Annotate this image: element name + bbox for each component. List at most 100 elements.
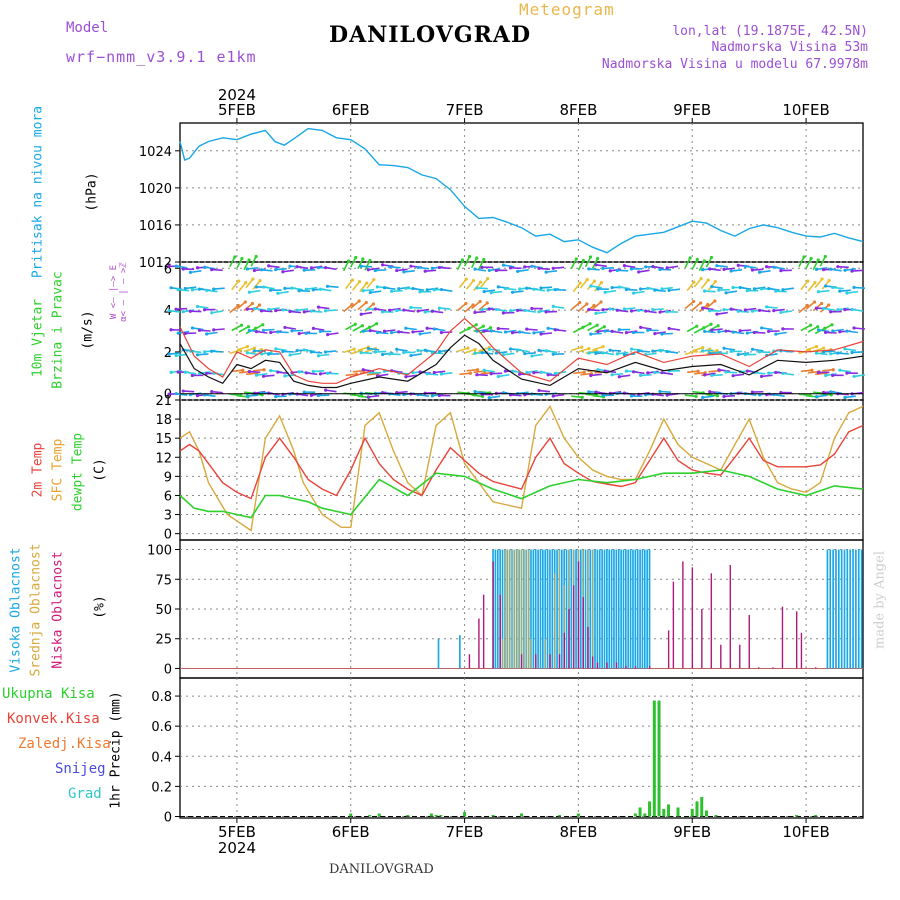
wind-arrowhead xyxy=(366,307,370,311)
low-cloud-bar xyxy=(499,594,501,669)
wind-arrow xyxy=(706,349,718,355)
wind-arrowhead xyxy=(482,289,486,294)
wind-arrowhead xyxy=(267,264,271,268)
wind-arrow xyxy=(591,258,599,269)
wind-arrow xyxy=(645,310,657,314)
wind-arrow xyxy=(626,330,638,334)
wind-arrow xyxy=(590,285,602,289)
wind-arrowhead xyxy=(757,308,762,312)
wind-arrowhead xyxy=(781,327,785,331)
wind-arrow xyxy=(396,390,408,394)
wind-arrow xyxy=(740,329,752,332)
wind-arrowhead xyxy=(365,281,369,285)
wind-arrowhead xyxy=(402,350,406,355)
wind-arrow xyxy=(478,302,488,311)
wind-arrowhead xyxy=(694,394,698,398)
wind-arrowhead xyxy=(850,350,854,355)
wind-arrow xyxy=(708,369,720,373)
xtick-label-top: 8FEB xyxy=(559,101,597,119)
wind-arrowhead xyxy=(821,268,826,272)
wind-arrow xyxy=(693,278,702,288)
wind-arrowhead xyxy=(836,351,840,355)
wind-arrowhead xyxy=(503,330,508,334)
ytick-label-temperature: 9 xyxy=(164,470,172,485)
wind-arrowhead xyxy=(197,287,202,291)
wind-arrow xyxy=(366,279,375,289)
wind-arrowhead xyxy=(489,291,493,295)
low-cloud-bar xyxy=(596,662,599,669)
precip-bar xyxy=(434,814,438,817)
precip-bar xyxy=(368,814,372,817)
wind-arrow xyxy=(752,348,764,352)
wind-arrow xyxy=(700,323,712,331)
wind-arrow xyxy=(249,370,261,374)
wind-arrowhead xyxy=(288,264,292,268)
wind-arrowhead xyxy=(245,351,249,355)
wind-arrow xyxy=(800,280,809,291)
wind-arrow xyxy=(588,268,600,271)
wind-arrow xyxy=(384,286,396,290)
wind-arrow xyxy=(773,308,785,312)
wind-arrowhead xyxy=(475,373,479,377)
wind-arrowhead xyxy=(416,265,420,270)
wind-arrow xyxy=(684,300,695,310)
wind-arrowhead xyxy=(539,332,543,336)
high-cloud-bar xyxy=(565,549,568,669)
wind-arrowhead xyxy=(646,328,650,332)
wind-arrow xyxy=(277,290,289,295)
wind-arrow xyxy=(619,374,631,378)
wind-arrow xyxy=(291,287,304,291)
wind-arrowhead xyxy=(176,288,180,292)
wind-arrowhead xyxy=(473,351,477,355)
wind-arrowhead xyxy=(551,352,555,356)
wind-arrowhead xyxy=(831,373,835,377)
wind-arrowhead xyxy=(418,332,422,336)
wind-arrowhead xyxy=(781,371,785,375)
wind-arrowhead xyxy=(402,308,406,312)
wind-arrow xyxy=(571,346,583,352)
wind-arrowhead xyxy=(487,307,491,311)
wind-arrow xyxy=(694,371,706,375)
wind-arrow xyxy=(398,331,410,334)
mid-cloud-bar xyxy=(521,549,522,669)
wind-arrow xyxy=(489,395,501,399)
wind-arrow xyxy=(476,287,488,290)
wind-arrowhead xyxy=(729,349,733,353)
wind-arrowhead xyxy=(610,373,614,377)
wind-arrow xyxy=(364,303,374,312)
wind-arrowhead xyxy=(395,308,399,313)
wind-arrowhead xyxy=(510,331,515,335)
wind-arrowhead xyxy=(288,309,292,314)
wind-arrowhead xyxy=(489,329,493,333)
mid-cloud-bar xyxy=(518,549,520,669)
wind-arrowhead xyxy=(304,371,308,375)
wind-arrow xyxy=(484,289,496,293)
wind-arrowhead xyxy=(701,395,705,400)
wind-arrow xyxy=(647,287,659,291)
wind-arrow xyxy=(313,370,325,373)
high-cloud-bar xyxy=(634,549,637,669)
wind-arrow xyxy=(580,372,592,376)
wind-arrowhead xyxy=(658,389,662,394)
wind-arrowhead xyxy=(283,286,287,291)
wind-arrowhead xyxy=(824,284,828,288)
wind-arrowhead xyxy=(496,326,500,331)
wind-arrowhead xyxy=(729,269,733,273)
high-cloud-bar xyxy=(846,549,849,669)
wind-arrowhead xyxy=(361,289,365,293)
wind-arrow xyxy=(626,288,638,291)
wind-arrowhead xyxy=(551,304,555,309)
wind-arrow xyxy=(740,286,752,290)
wind-arrowhead xyxy=(480,351,484,355)
wind-arrowhead xyxy=(290,286,294,290)
mid-cloud-bar xyxy=(511,549,513,669)
wind-arrow xyxy=(505,329,517,333)
wind-arrow xyxy=(540,286,553,289)
wind-arrow xyxy=(524,309,536,313)
mid-cloud-bar xyxy=(504,549,506,669)
wind-arrowhead xyxy=(174,264,178,268)
wind-arrow xyxy=(711,285,723,289)
wind-arrowhead xyxy=(822,306,826,311)
wind-arrowhead xyxy=(716,324,720,328)
wind-arrowhead xyxy=(267,352,271,356)
